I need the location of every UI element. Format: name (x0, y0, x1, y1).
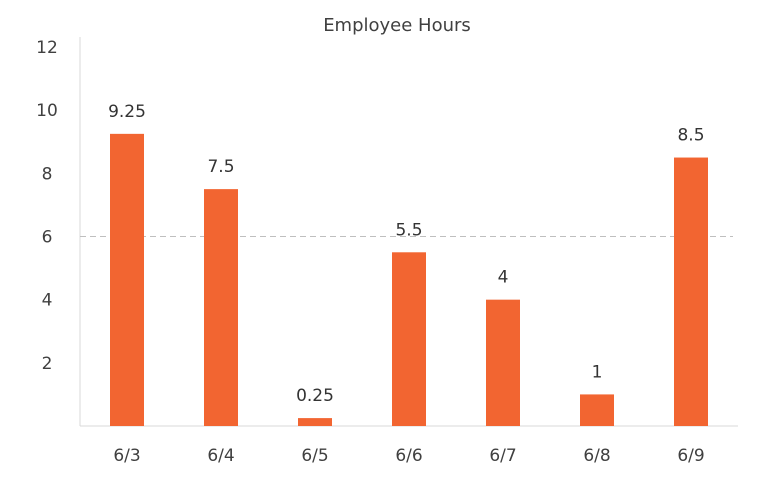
bar-layer (110, 133, 708, 426)
y-tick-label: 8 (42, 164, 53, 184)
x-tick-label-6-5: 6/5 (301, 446, 328, 466)
y-tick-label: 12 (36, 38, 58, 58)
y-tick-label: 6 (42, 228, 53, 248)
bar-6-9 (674, 157, 708, 426)
chart-title: Employee Hours (323, 15, 471, 36)
y-tick-label: 2 (42, 354, 53, 374)
y-tick-label: 10 (36, 101, 58, 121)
data-label-6-8: 1 (592, 362, 603, 382)
x-tick-label-6-3: 6/3 (113, 446, 140, 466)
bar-6-3 (110, 133, 144, 426)
x-tick-label-6-6: 6/6 (395, 446, 422, 466)
bar-6-4 (204, 189, 238, 426)
data-label-6-6: 5.5 (395, 220, 422, 240)
x-tick-layer: 6/3 6/4 6/5 6/6 6/7 6/8 6/9 (113, 446, 704, 466)
data-label-6-4: 7.5 (207, 157, 234, 177)
bar-6-7 (486, 299, 520, 426)
y-tick-label: 4 (42, 291, 53, 311)
data-label-layer: 9.25 7.5 0.25 5.5 4 1 8.5 (108, 102, 704, 406)
y-tick-layer: 2 4 6 8 10 12 (36, 38, 58, 374)
bar-6-6 (392, 252, 426, 426)
x-tick-label-6-7: 6/7 (489, 446, 516, 466)
bar-6-5 (298, 418, 332, 426)
data-label-6-3: 9.25 (108, 102, 146, 122)
data-label-6-5: 0.25 (296, 386, 334, 406)
x-tick-label-6-9: 6/9 (677, 446, 704, 466)
x-tick-label-6-8: 6/8 (583, 446, 610, 466)
x-tick-label-6-4: 6/4 (207, 446, 234, 466)
data-label-6-7: 4 (498, 268, 509, 288)
bar-6-8 (580, 394, 614, 426)
data-label-6-9: 8.5 (677, 126, 704, 146)
